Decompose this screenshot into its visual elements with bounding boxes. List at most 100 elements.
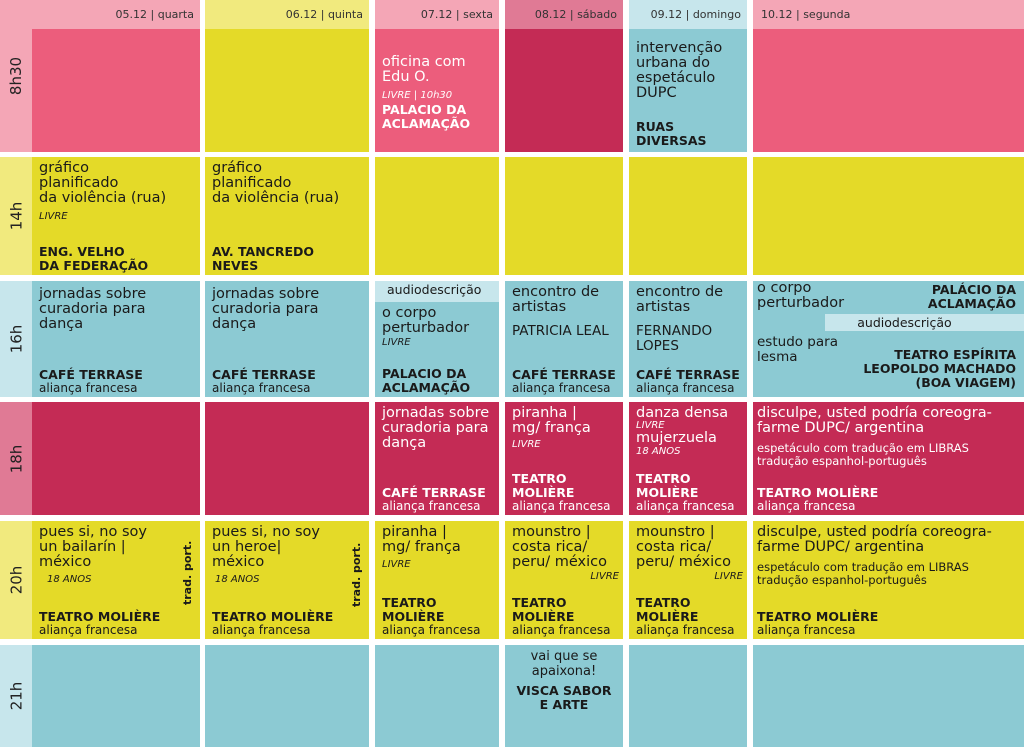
cell-domingo-14h <box>629 157 747 275</box>
event-title: méxico <box>39 554 92 570</box>
header-day-sexta: 07.12 | sexta <box>375 0 499 29</box>
event-title: curadoria para <box>382 420 489 436</box>
event-artist: LOPES <box>636 338 679 354</box>
venue: TEATRO MOLIÈRE <box>757 485 879 500</box>
day-date: 08.12 <box>534 8 567 21</box>
venue-sub: aliança francesa <box>512 381 611 395</box>
event-title: mg/ frança <box>512 420 591 436</box>
event-title: costa rica/ <box>636 539 712 555</box>
day-name: quinta <box>327 8 363 21</box>
event-disculpe-usted-20h: disculpe, usted podría coreogra- farme D… <box>753 521 1024 639</box>
event-title: estudo para <box>757 334 838 350</box>
day-name: quarta <box>157 8 194 21</box>
event-jornadas-curadoria-2: jornadas sobre curadoria para dança CAFÉ… <box>205 281 369 397</box>
venue: CAFÉ TERRASE <box>636 367 740 382</box>
venue: VISCA SABOR <box>516 683 612 698</box>
event-title: jornadas sobre <box>212 286 320 302</box>
event-title: da violência (rua) <box>212 190 340 206</box>
event-note: tradução espanhol-português <box>757 454 927 468</box>
cell-sabado-8h30 <box>505 29 623 152</box>
event-title: méxico <box>212 554 265 570</box>
event-encontro-artistas-sabado: encontro de artistas PATRICIA LEAL CAFÉ … <box>505 281 623 397</box>
event-artist: PATRICIA LEAL <box>512 323 609 339</box>
venue: PALACIO DA <box>382 102 467 117</box>
venue-sub: aliança francesa <box>382 499 481 513</box>
venue: ACLAMAÇÃO <box>927 296 1016 311</box>
day-date: 05.12 <box>115 8 148 21</box>
venue: PALÁCIO DA <box>931 282 1016 297</box>
age-rating: LIVRE <box>382 337 411 348</box>
event-title: mg/ frança <box>382 539 461 555</box>
event-title: espetáculo <box>636 70 716 86</box>
translation-note: trad. port. <box>181 540 194 605</box>
event-title: pues si, no soy <box>212 524 320 540</box>
venue: TEATRO <box>512 595 567 610</box>
event-title: encontro de <box>636 284 724 300</box>
event-title: oficina com <box>382 54 466 70</box>
header-day-segunda: 10.12 | segunda <box>753 0 1024 29</box>
venue: MOLIÈRE <box>512 485 575 500</box>
event-title: curadoria para <box>39 301 146 317</box>
event-disculpe-usted-18h: disculpe, usted podría coreogra- farme D… <box>753 402 1024 515</box>
venue-sub: aliança francesa <box>212 623 311 637</box>
time-label-14h: 14h <box>0 157 32 275</box>
age-rating: LIVRE <box>714 571 743 582</box>
venue: TEATRO ESPÍRITA <box>894 347 1016 362</box>
day-date: 10.12 <box>761 8 793 21</box>
venue-sub: aliança francesa <box>757 623 856 637</box>
age-rating: LIVRE <box>636 420 665 431</box>
event-title: dança <box>212 316 257 332</box>
venue: TEATRO <box>636 471 691 486</box>
venue: NEVES <box>212 258 259 273</box>
event-corpo-perturbador-sexta: audiodescrição o corpo perturbador LIVRE… <box>375 281 499 397</box>
venue-sub: aliança francesa <box>39 381 138 395</box>
venue: CAFÉ TERRASE <box>212 367 316 382</box>
venue-sub: aliança francesa <box>212 381 311 395</box>
event-vai-que-se-apaixona: vai que se apaixona! VISCA SABOR E ARTE <box>505 645 623 747</box>
venue: MOLIÈRE <box>512 609 575 624</box>
event-title: artistas <box>636 299 691 315</box>
cell-quinta-21h <box>205 645 369 747</box>
event-piranha-sexta: piranha | mg/ frança LIVRE TEATRO MOLIÈR… <box>375 521 499 639</box>
venue: MOLIÈRE <box>636 609 699 624</box>
event-title: piranha | <box>512 405 577 421</box>
event-piranha-sabado: piranha | mg/ frança LIVRE TEATRO MOLIÈR… <box>505 402 623 515</box>
venue-sub: aliança francesa <box>382 623 481 637</box>
age-rating: 18 ANOS <box>636 446 681 457</box>
venue-sub: aliança francesa <box>512 499 611 513</box>
event-title: disculpe, usted podría coreogra- <box>757 524 992 540</box>
event-title: artistas <box>512 299 567 315</box>
venue: RUAS <box>636 119 675 134</box>
event-title: gráfico <box>212 160 263 176</box>
venue: ACLAMAÇÃO <box>382 116 471 131</box>
event-title: planificado <box>212 175 292 191</box>
event-title: pues si, no soy <box>39 524 147 540</box>
day-name: sábado <box>577 8 617 21</box>
events-segunda-16h: o corpo perturbador PALÁCIO DA ACLAMAÇÃO… <box>753 281 1024 397</box>
event-title: curadoria para <box>212 301 319 317</box>
time-label-16h: 16h <box>0 281 32 397</box>
event-grafico-planificado-1: gráfico planificado da violência (rua) L… <box>32 157 200 275</box>
venue: TEATRO <box>636 595 691 610</box>
venue: CAFÉ TERRASE <box>512 367 616 382</box>
venue: E ARTE <box>539 697 589 712</box>
event-title: dança <box>39 316 84 332</box>
event-title: dança <box>382 435 427 451</box>
event-title: un heroe| <box>212 539 282 555</box>
event-mounstro-domingo: mounstro | costa rica/ peru/ méxico LIVR… <box>629 521 747 639</box>
venue: MOLIÈRE <box>636 485 699 500</box>
event-encontro-artistas-domingo: encontro de artistas FERNANDO LOPES CAFÉ… <box>629 281 747 397</box>
day-date: 09.12 <box>650 8 683 21</box>
time-label-21h: 21h <box>0 645 32 747</box>
cell-quinta-8h30 <box>205 29 369 152</box>
cell-quarta-8h30 <box>32 29 200 152</box>
venue-sub: aliança francesa <box>39 623 138 637</box>
time-label-8h30: 8h30 <box>0 0 32 152</box>
event-note: espetáculo com tradução em LIBRAS <box>757 441 969 455</box>
event-title: da violência (rua) <box>39 190 167 206</box>
event-title: vai que se <box>530 649 598 664</box>
event-title: mounstro | <box>636 524 715 540</box>
venue: (BOA VIAGEM) <box>915 375 1016 390</box>
event-title: danza densa <box>636 405 729 421</box>
venue: CAFÉ TERRASE <box>39 367 143 382</box>
